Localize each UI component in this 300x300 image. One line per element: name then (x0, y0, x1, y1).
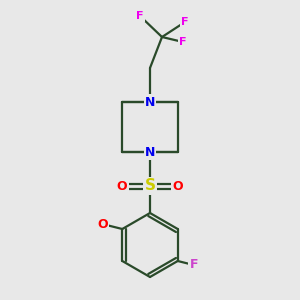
Text: O: O (97, 218, 108, 230)
Text: N: N (145, 146, 155, 158)
Text: F: F (181, 17, 189, 27)
Text: O: O (117, 179, 127, 193)
Text: F: F (179, 37, 187, 47)
Text: S: S (145, 178, 155, 194)
Text: F: F (190, 259, 198, 272)
Text: F: F (136, 11, 144, 21)
Text: O: O (173, 179, 183, 193)
Text: N: N (145, 95, 155, 109)
